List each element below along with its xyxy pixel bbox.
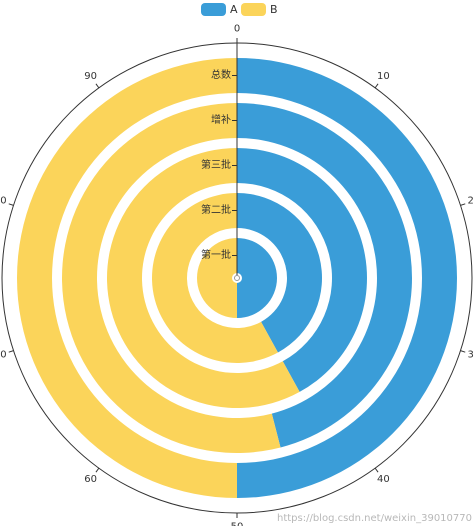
angle-tick-70 (8, 350, 14, 353)
angle-tick-label-10: 10 (377, 71, 390, 82)
bar-b-ring-1[interactable] (197, 238, 237, 318)
angle-tick-label-60: 60 (84, 474, 97, 485)
category-label-1: 第一批 (201, 248, 231, 261)
legend-label-a: A (230, 3, 238, 16)
bar-a-ring-2[interactable] (237, 193, 322, 353)
bar-b-ring-3[interactable] (106, 148, 300, 408)
legend: A B (201, 3, 278, 16)
legend-label-b: B (270, 3, 278, 16)
angle-tick-label-30: 30 (467, 349, 474, 360)
radius-axis: 第一批 第二批 第三批 增补 总数 (201, 43, 240, 281)
category-label-5: 总数 (211, 68, 231, 81)
angle-tick-40 (374, 467, 379, 473)
angle-tick-80 (8, 203, 14, 206)
angle-tick-90 (95, 83, 100, 89)
legend-item-a[interactable]: A (201, 3, 238, 16)
category-label-3: 第三批 (201, 158, 231, 171)
legend-swatch-a (201, 3, 226, 16)
center-dot (234, 275, 240, 281)
bar-b-ring-2[interactable] (151, 193, 278, 363)
legend-item-b[interactable]: B (241, 3, 278, 16)
angle-tick-30 (460, 350, 466, 353)
bar-a-ring-5[interactable] (237, 58, 457, 498)
angle-tick-label-40: 40 (377, 474, 390, 485)
watermark-text: https://blog.csdn.net/weixin_39010770 (277, 513, 472, 524)
angle-axis: 0 10 20 30 40 50 60 70 80 90 (0, 24, 474, 526)
angle-tick-label-50: 50 (231, 522, 244, 526)
category-label-2: 第二批 (201, 203, 231, 216)
bar-b-ring-4[interactable] (61, 103, 281, 453)
category-label-4: 增补 (211, 113, 231, 126)
angle-tick-60 (95, 467, 100, 473)
angle-tick-label-90: 90 (84, 71, 97, 82)
bar-a-ring-4[interactable] (237, 103, 412, 448)
bar-a-ring-3[interactable] (237, 148, 367, 392)
angle-tick-label-20: 20 (467, 196, 474, 207)
angle-tick-label-0: 0 (234, 24, 240, 35)
angle-tick-label-80: 80 (0, 196, 7, 207)
angle-tick-label-70: 70 (0, 349, 7, 360)
angle-tick-20 (460, 203, 466, 206)
bar-a-ring-1[interactable] (237, 238, 277, 318)
legend-swatch-b (241, 3, 266, 16)
angle-tick-10 (374, 83, 379, 89)
bar-b-ring-5[interactable] (17, 58, 237, 498)
ring-bars (17, 58, 457, 498)
